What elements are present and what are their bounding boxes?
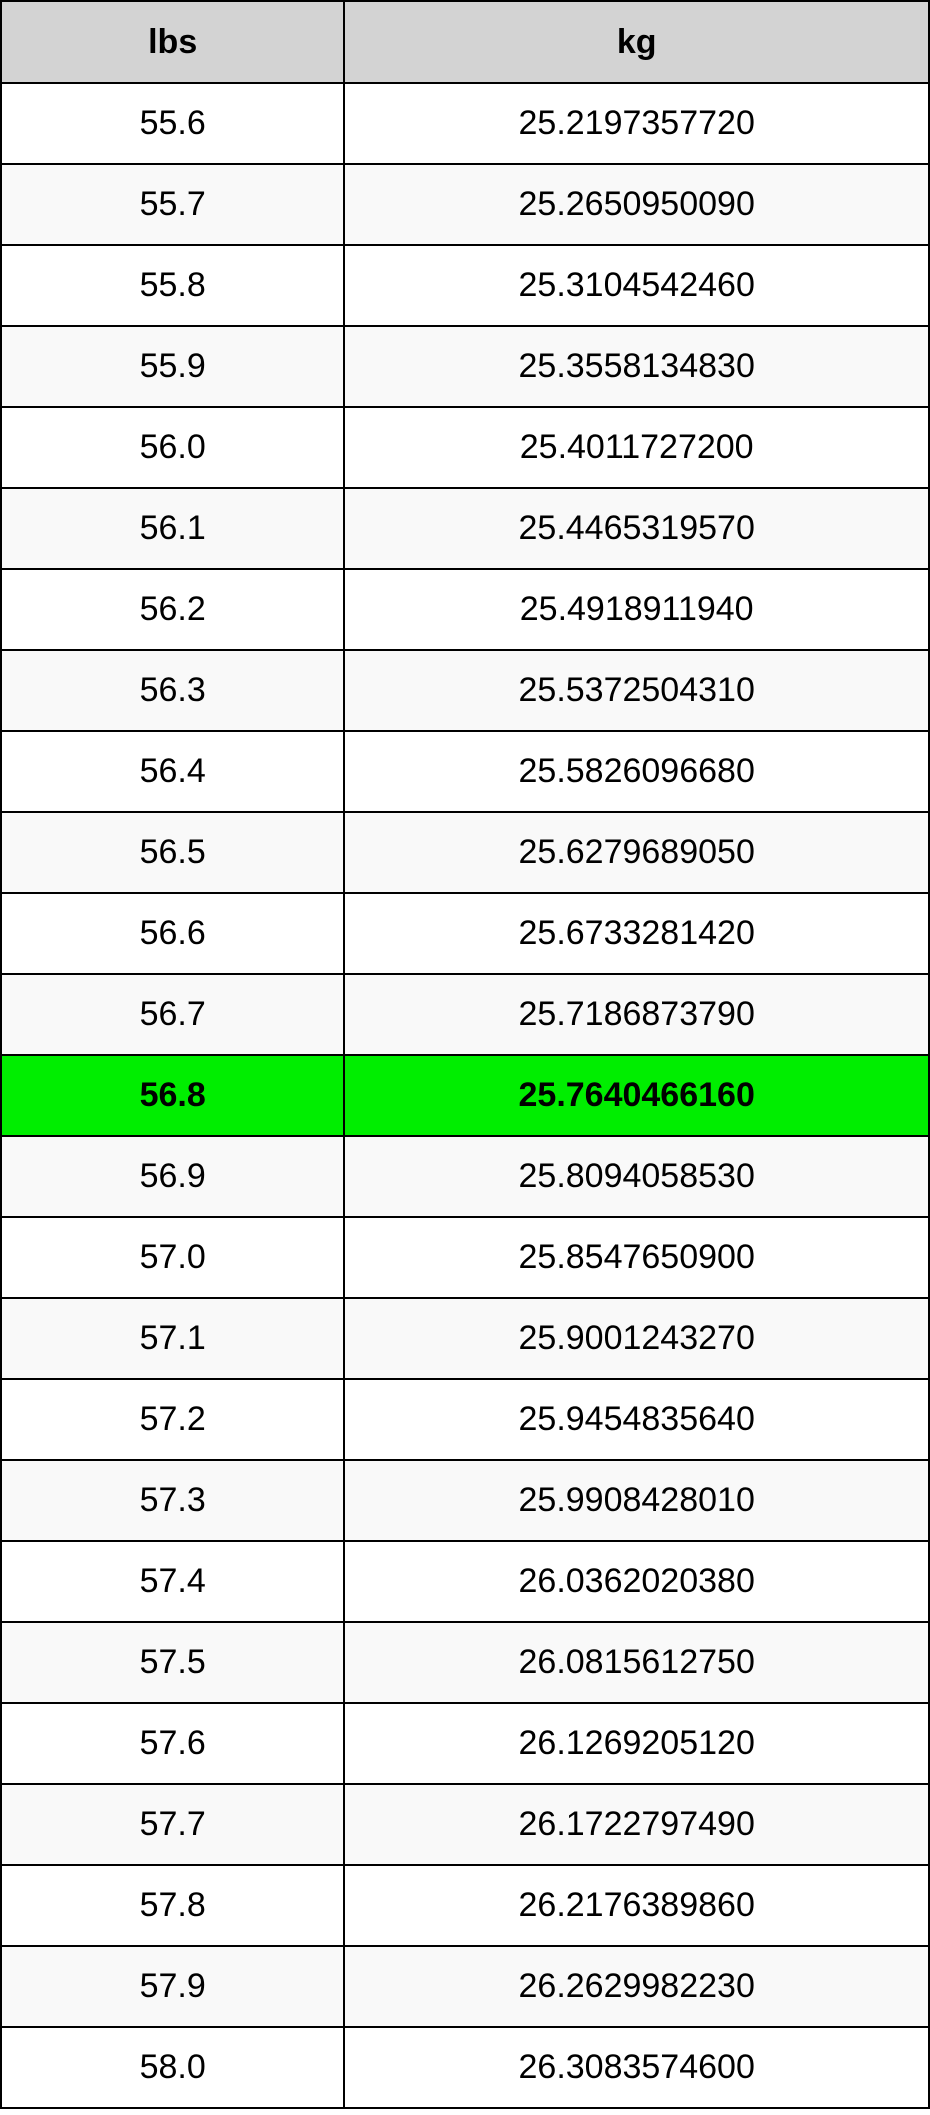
cell-kg: 25.2197357720 [344, 83, 929, 164]
cell-kg: 25.6733281420 [344, 893, 929, 974]
table-row: 55.825.3104542460 [1, 245, 929, 326]
cell-kg: 26.1722797490 [344, 1784, 929, 1865]
cell-lbs: 56.3 [1, 650, 344, 731]
cell-lbs: 57.2 [1, 1379, 344, 1460]
cell-lbs: 57.5 [1, 1622, 344, 1703]
table-head: lbs kg [1, 1, 929, 83]
table-row: 56.925.8094058530 [1, 1136, 929, 1217]
table-row: 57.826.2176389860 [1, 1865, 929, 1946]
cell-lbs: 56.7 [1, 974, 344, 1055]
cell-lbs: 57.3 [1, 1460, 344, 1541]
conversion-table: lbs kg 55.625.219735772055.725.265095009… [0, 0, 930, 2109]
table-row: 57.125.9001243270 [1, 1298, 929, 1379]
table-row: 55.725.2650950090 [1, 164, 929, 245]
cell-lbs: 56.4 [1, 731, 344, 812]
cell-lbs: 56.2 [1, 569, 344, 650]
cell-kg: 26.3083574600 [344, 2027, 929, 2108]
table-row: 56.625.6733281420 [1, 893, 929, 974]
cell-lbs: 55.8 [1, 245, 344, 326]
cell-kg: 26.1269205120 [344, 1703, 929, 1784]
cell-lbs: 57.7 [1, 1784, 344, 1865]
cell-kg: 25.2650950090 [344, 164, 929, 245]
cell-lbs: 57.8 [1, 1865, 344, 1946]
table-body: 55.625.219735772055.725.265095009055.825… [1, 83, 929, 2108]
cell-lbs: 58.0 [1, 2027, 344, 2108]
table-row: 56.725.7186873790 [1, 974, 929, 1055]
cell-kg: 25.4011727200 [344, 407, 929, 488]
cell-kg: 25.4918911940 [344, 569, 929, 650]
cell-kg: 26.0815612750 [344, 1622, 929, 1703]
table-row: 55.625.2197357720 [1, 83, 929, 164]
cell-lbs: 56.5 [1, 812, 344, 893]
cell-kg: 26.0362020380 [344, 1541, 929, 1622]
cell-lbs: 57.4 [1, 1541, 344, 1622]
cell-kg: 25.3104542460 [344, 245, 929, 326]
cell-kg: 26.2176389860 [344, 1865, 929, 1946]
table-row: 56.525.6279689050 [1, 812, 929, 893]
table-row: 55.925.3558134830 [1, 326, 929, 407]
table-row: 57.426.0362020380 [1, 1541, 929, 1622]
cell-lbs: 57.6 [1, 1703, 344, 1784]
table-row: 58.026.3083574600 [1, 2027, 929, 2108]
cell-kg: 25.8547650900 [344, 1217, 929, 1298]
cell-kg: 25.7640466160 [344, 1055, 929, 1136]
table-row: 57.926.2629982230 [1, 1946, 929, 2027]
cell-kg: 25.9908428010 [344, 1460, 929, 1541]
table-row: 56.825.7640466160 [1, 1055, 929, 1136]
cell-kg: 26.2629982230 [344, 1946, 929, 2027]
cell-lbs: 55.7 [1, 164, 344, 245]
table-row: 57.325.9908428010 [1, 1460, 929, 1541]
table-row: 57.025.8547650900 [1, 1217, 929, 1298]
table-row: 56.025.4011727200 [1, 407, 929, 488]
header-row: lbs kg [1, 1, 929, 83]
cell-kg: 25.3558134830 [344, 326, 929, 407]
cell-lbs: 56.1 [1, 488, 344, 569]
cell-kg: 25.7186873790 [344, 974, 929, 1055]
cell-kg: 25.9001243270 [344, 1298, 929, 1379]
cell-lbs: 56.8 [1, 1055, 344, 1136]
cell-lbs: 57.1 [1, 1298, 344, 1379]
cell-lbs: 55.6 [1, 83, 344, 164]
cell-kg: 25.4465319570 [344, 488, 929, 569]
header-kg: kg [344, 1, 929, 83]
table-row: 57.225.9454835640 [1, 1379, 929, 1460]
table-row: 56.325.5372504310 [1, 650, 929, 731]
cell-lbs: 55.9 [1, 326, 344, 407]
cell-lbs: 56.6 [1, 893, 344, 974]
cell-kg: 25.5826096680 [344, 731, 929, 812]
cell-kg: 25.9454835640 [344, 1379, 929, 1460]
cell-lbs: 57.9 [1, 1946, 344, 2027]
header-lbs: lbs [1, 1, 344, 83]
table-row: 56.425.5826096680 [1, 731, 929, 812]
table-row: 57.726.1722797490 [1, 1784, 929, 1865]
table-row: 57.526.0815612750 [1, 1622, 929, 1703]
cell-kg: 25.6279689050 [344, 812, 929, 893]
cell-kg: 25.5372504310 [344, 650, 929, 731]
table-row: 57.626.1269205120 [1, 1703, 929, 1784]
cell-lbs: 56.0 [1, 407, 344, 488]
table-row: 56.225.4918911940 [1, 569, 929, 650]
cell-lbs: 56.9 [1, 1136, 344, 1217]
table-row: 56.125.4465319570 [1, 488, 929, 569]
cell-lbs: 57.0 [1, 1217, 344, 1298]
cell-kg: 25.8094058530 [344, 1136, 929, 1217]
